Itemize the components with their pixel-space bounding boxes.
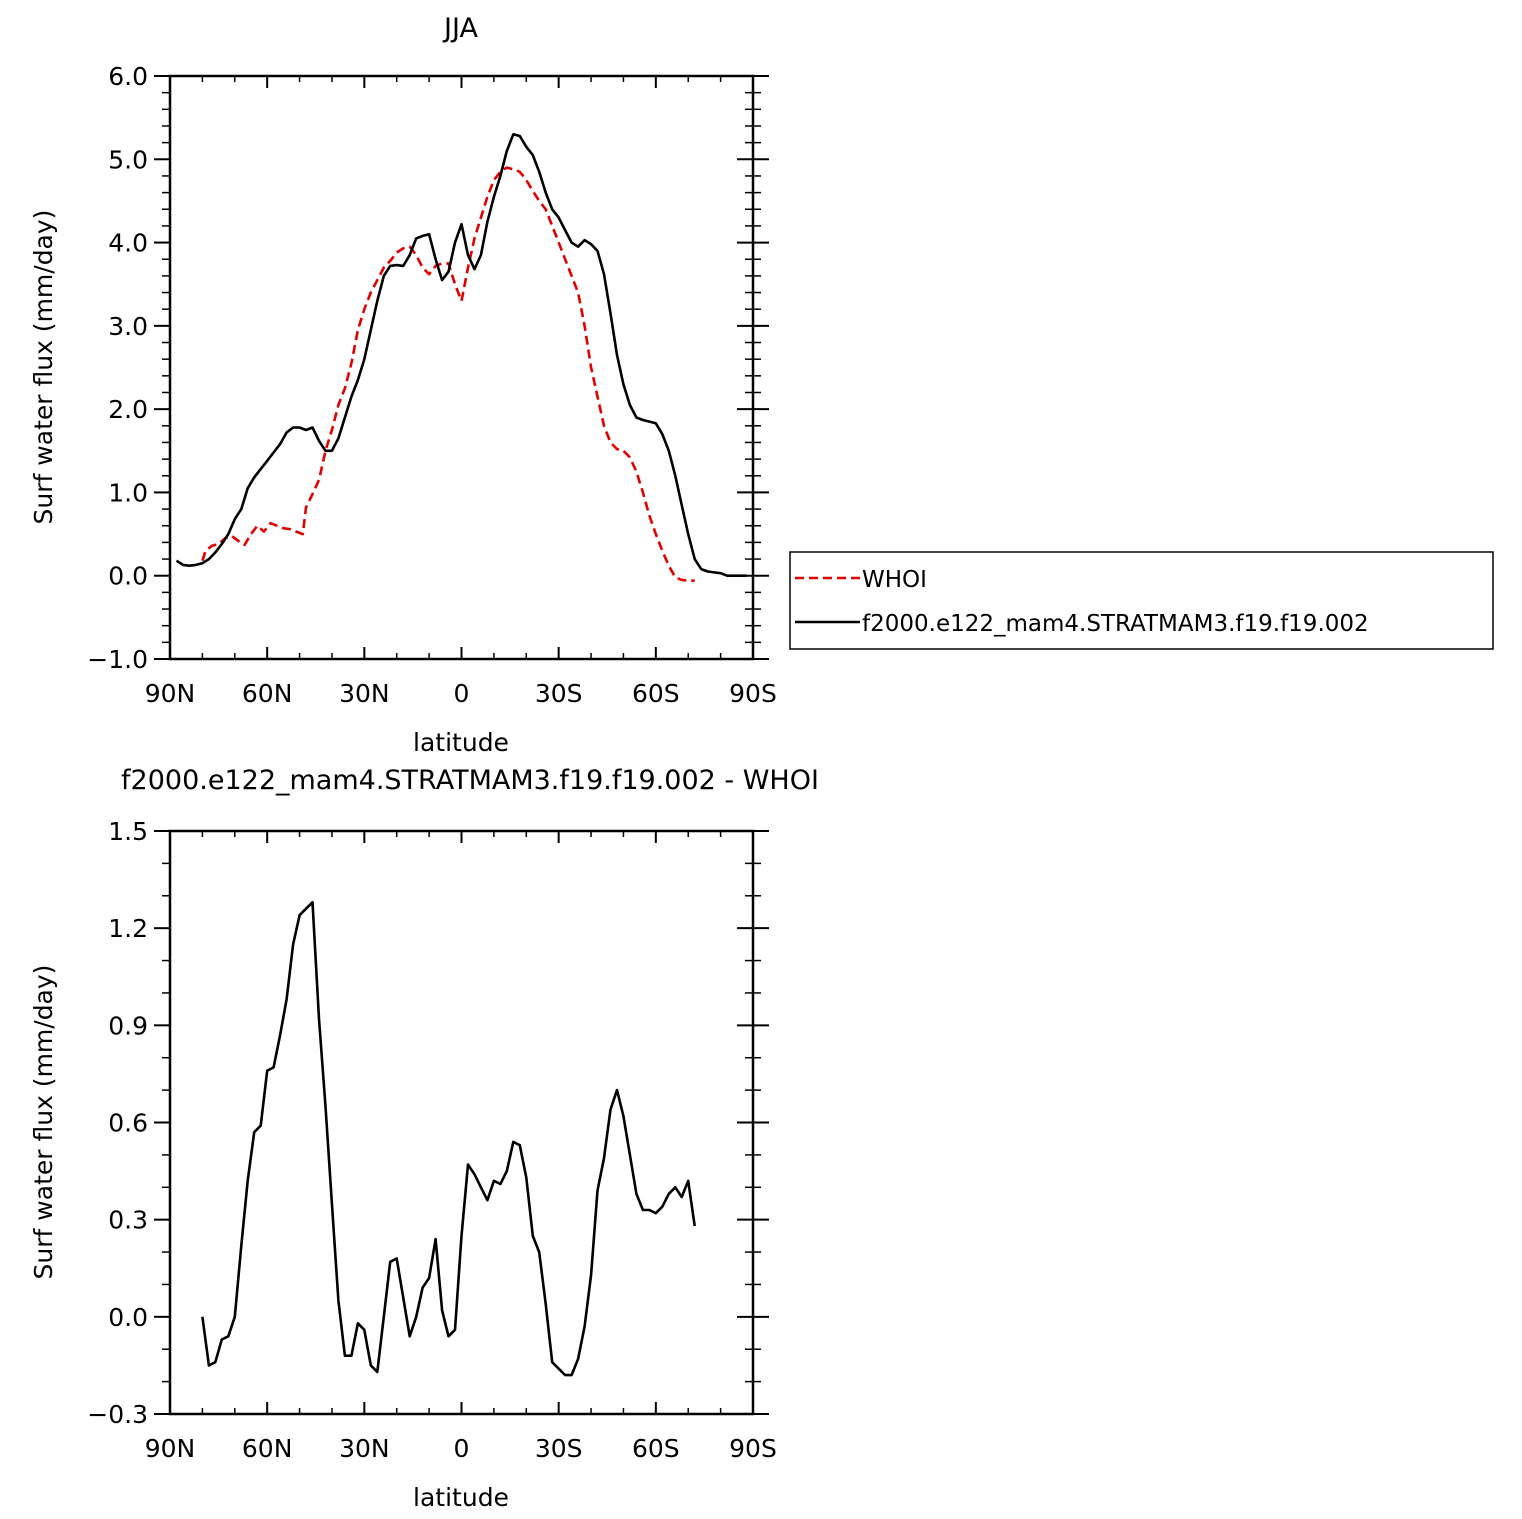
top-axis-ticks xyxy=(154,75,769,660)
x-tick-label: 0 xyxy=(454,679,470,708)
top-tick-labels: 90N 60N 30N 0 30S 60S 90S −1.0 0.0 1.0 2.0 3.0 4.0 5.… xyxy=(87,62,777,708)
x-tick-label: 90N xyxy=(145,679,196,708)
y-tick-label: 2.0 xyxy=(108,395,148,424)
x-tick-label: 30N xyxy=(339,1434,390,1463)
legend: WHOI f2000.e122_mam4.STRATMAM3.f19.f19.0… xyxy=(789,551,1494,650)
y-tick-label: 0.9 xyxy=(108,1011,148,1040)
y-tick-label: −0.3 xyxy=(87,1400,148,1429)
bottom-plot-frame xyxy=(168,829,755,1416)
x-tick-label: 30N xyxy=(339,679,390,708)
bottom-panel: f2000.e122_mam4.STRATMAM3.f19.f19.002 - … xyxy=(29,765,819,1512)
bottom-tick-labels: 90N 60N 30N 0 30S 60S 90S −0.3 0.0 0.3 0.6 0.9 1.2 1.… xyxy=(87,817,777,1463)
y-tick-label: 1.5 xyxy=(108,817,148,846)
y-tick-label: 6.0 xyxy=(108,62,148,91)
top-y-axis-title: Surf water flux (mm/day) xyxy=(29,210,58,525)
bottom-series-lines xyxy=(201,900,696,1377)
bottom-y-axis-title: Surf water flux (mm/day) xyxy=(29,965,58,1280)
y-tick-label: −1.0 xyxy=(87,645,148,674)
bottom-plot-title: f2000.e122_mam4.STRATMAM3.f19.f19.002 - … xyxy=(121,765,819,796)
x-tick-label: 60N xyxy=(242,1434,293,1463)
y-tick-label: 1.2 xyxy=(108,914,148,943)
x-tick-label: 90N xyxy=(145,1434,196,1463)
top-series-lines xyxy=(175,133,747,583)
model-series-line xyxy=(175,133,747,578)
legend-box xyxy=(789,551,1494,650)
model-series-line xyxy=(201,900,696,1377)
y-tick-label: 5.0 xyxy=(108,145,148,174)
top-plot-title: JJA xyxy=(442,13,478,44)
y-tick-label: 3.0 xyxy=(108,312,148,341)
y-tick-label: 4.0 xyxy=(108,229,148,258)
x-tick-label: 0 xyxy=(454,1434,470,1463)
y-tick-label: 1.0 xyxy=(108,478,148,507)
whoi-series-line xyxy=(201,166,695,583)
x-tick-label: 30S xyxy=(535,679,583,708)
y-tick-label: 0.0 xyxy=(108,1303,148,1332)
x-tick-label: 60N xyxy=(242,679,293,708)
x-tick-label: 60S xyxy=(632,1434,680,1463)
x-tick-label: 90S xyxy=(729,679,777,708)
x-tick-label: 90S xyxy=(729,1434,777,1463)
legend-label-model: f2000.e122_mam4.STRATMAM3.f19.f19.002 xyxy=(862,611,1369,637)
top-panel: JJA 90N 60N 30N 0 30S 60S 90S −1.0 0.0 1.0 2.0 3.0 4… xyxy=(29,13,777,757)
legend-label-whoi: WHOI xyxy=(862,567,927,593)
y-tick-label: 0.0 xyxy=(108,562,148,591)
y-tick-label: 0.3 xyxy=(108,1206,148,1235)
x-tick-label: 60S xyxy=(632,679,680,708)
top-x-axis-title: latitude xyxy=(413,728,509,757)
top-plot-frame xyxy=(168,74,755,661)
bottom-axis-ticks xyxy=(154,830,769,1415)
bottom-x-axis-title: latitude xyxy=(413,1483,509,1512)
y-tick-label: 0.6 xyxy=(108,1109,148,1138)
x-tick-label: 30S xyxy=(535,1434,583,1463)
